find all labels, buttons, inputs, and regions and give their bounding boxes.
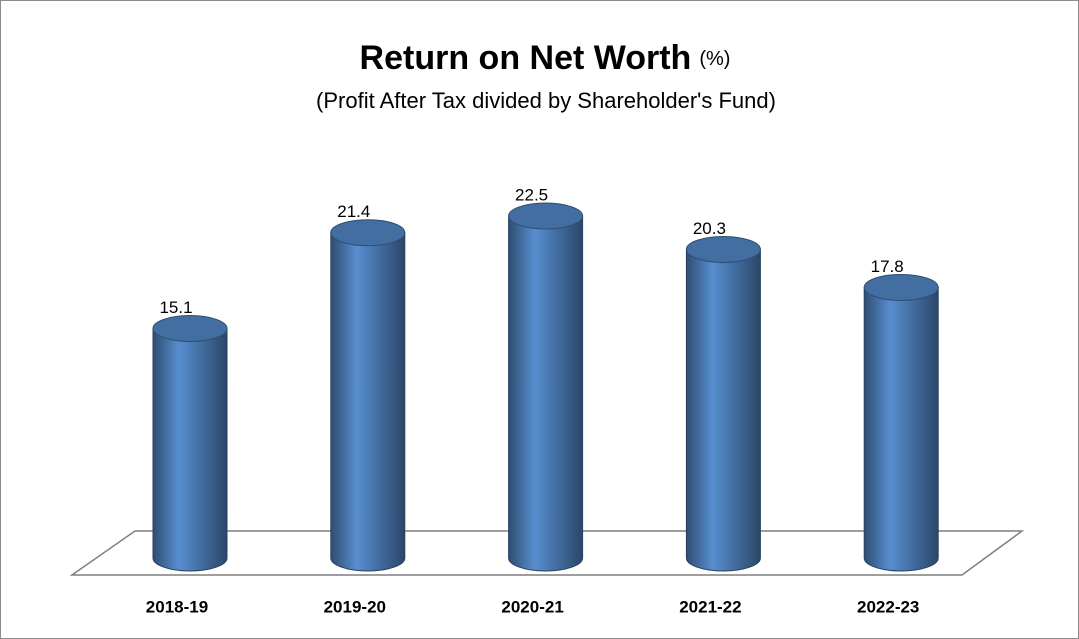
bar-top — [863, 273, 939, 301]
bar-body — [330, 232, 406, 572]
bar — [152, 314, 228, 572]
data-label: 21.4 — [337, 202, 370, 221]
bar-top — [685, 235, 761, 263]
bar-body — [685, 248, 761, 572]
x-tick-label: 2019-20 — [324, 597, 386, 616]
x-tick-label: 2022-23 — [857, 597, 919, 616]
bar-top — [152, 314, 228, 342]
bar-body — [152, 327, 228, 572]
bar — [508, 202, 584, 572]
bar — [685, 235, 761, 572]
x-tick-label: 2020-21 — [501, 597, 563, 616]
bar — [330, 219, 406, 572]
x-tick-label: 2021-22 — [679, 597, 741, 616]
bar — [863, 273, 939, 572]
chart-subtitle: (Profit After Tax divided by Shareholder… — [316, 88, 776, 113]
bar-body — [863, 286, 939, 572]
data-label: 20.3 — [693, 219, 726, 238]
title-unit: (%) — [699, 48, 730, 70]
data-label: 17.8 — [871, 257, 904, 276]
bar-body — [508, 215, 584, 572]
data-label: 15.1 — [159, 298, 192, 317]
bar-top — [330, 219, 406, 247]
bar-top — [508, 202, 584, 230]
title-main: Return on Net Worth — [360, 39, 692, 77]
chart-title: Return on Net Worth (%) — [360, 39, 731, 77]
data-label: 22.5 — [515, 185, 548, 204]
x-tick-label: 2018-19 — [146, 597, 208, 616]
